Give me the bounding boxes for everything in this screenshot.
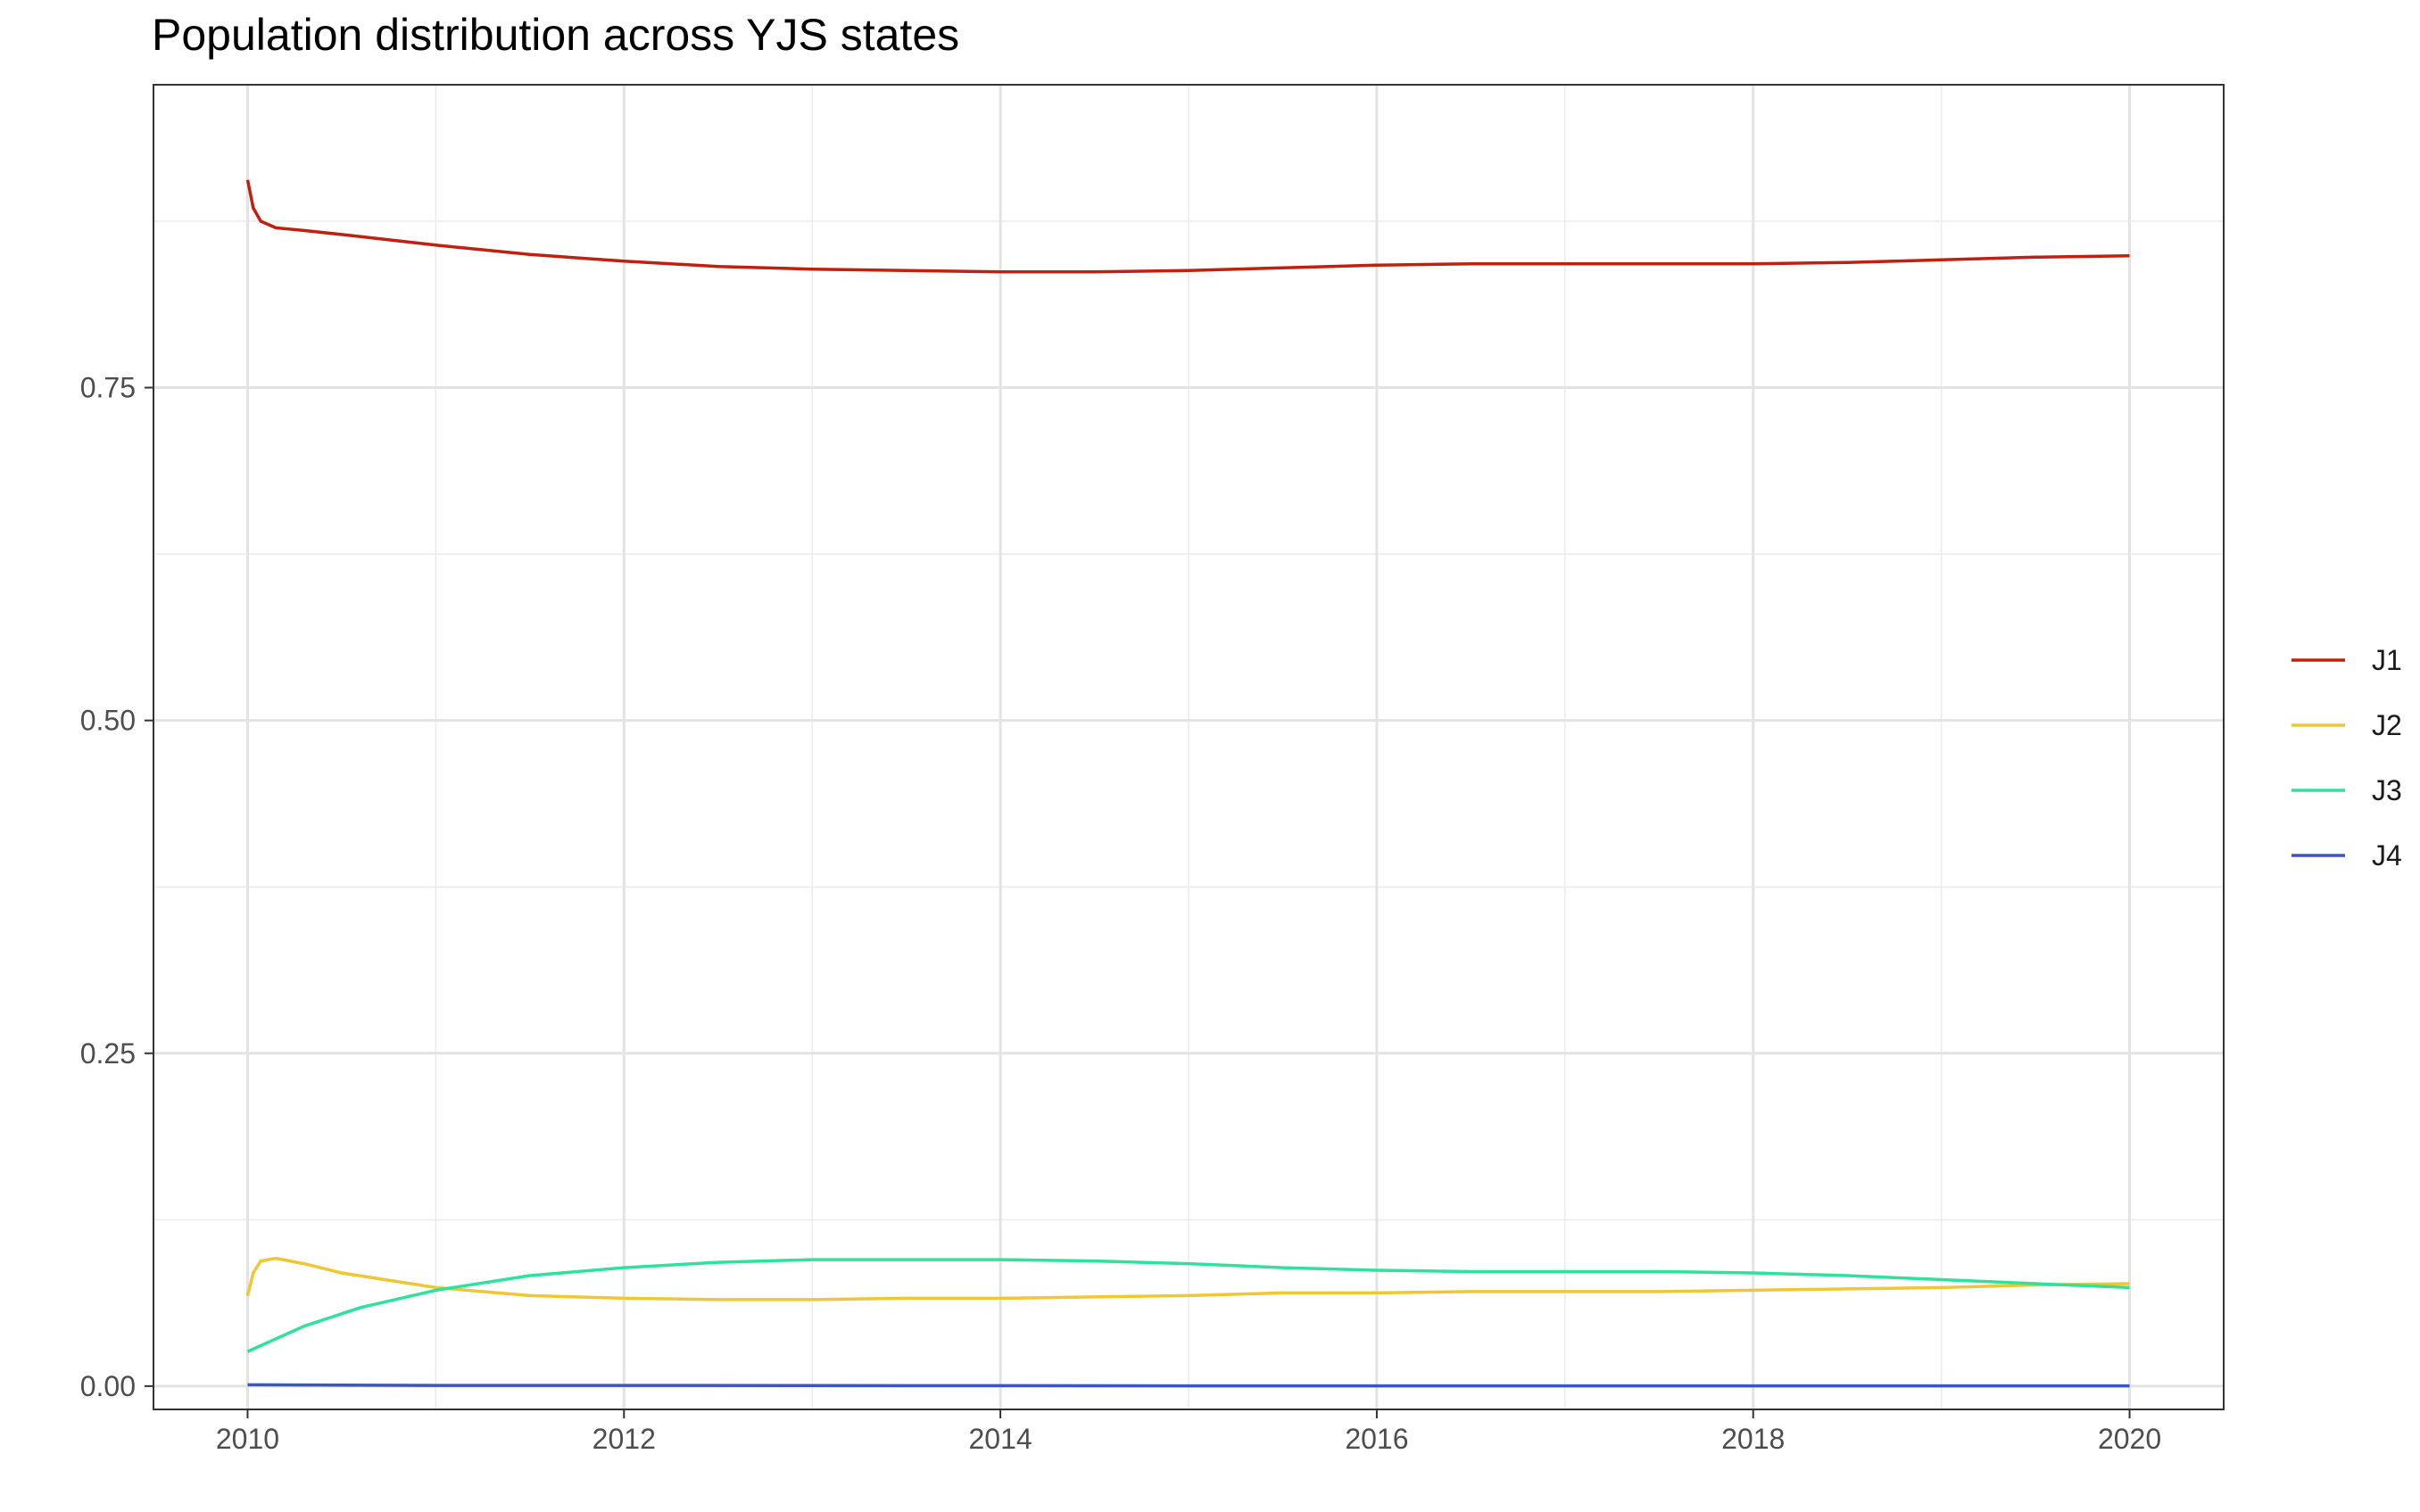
legend-label-j4: J4 [2372,839,2402,872]
x-tick-label: 2014 [968,1423,1032,1455]
legend: J1 J2 J3 J4 [2292,644,2402,872]
x-tick-label: 2012 [593,1423,656,1455]
legend-label-j1: J1 [2372,644,2402,676]
minor-gridlines [153,85,2224,1409]
x-tick-label: 2010 [216,1423,279,1455]
chart-title: Population distribution across YJS state… [152,10,959,60]
series-line-j2 [245,1256,2130,1301]
series-lines [245,179,2130,1388]
x-tick-label: 2018 [1721,1423,1785,1455]
legend-label-j3: J3 [2372,774,2402,806]
series-line-j1 [245,179,2130,274]
series-line-j3 [246,1258,2130,1353]
y-axis: 0.00 0.25 0.50 0.75 [80,372,153,1402]
y-tick-label: 0.50 [80,705,136,737]
legend-label-j2: J2 [2372,709,2402,741]
x-tick-label: 2016 [1345,1423,1408,1455]
x-tick-label: 2020 [2098,1423,2161,1455]
y-tick-label: 0.00 [80,1370,136,1402]
x-axis: 2010 2012 2014 2016 2018 2020 [216,1409,2161,1455]
major-gridlines [153,85,2224,1409]
series-line-j4 [247,1383,2130,1388]
plot-panel-border [153,84,2225,1410]
y-tick-label: 0.75 [80,372,136,404]
y-tick-label: 0.25 [80,1037,136,1070]
